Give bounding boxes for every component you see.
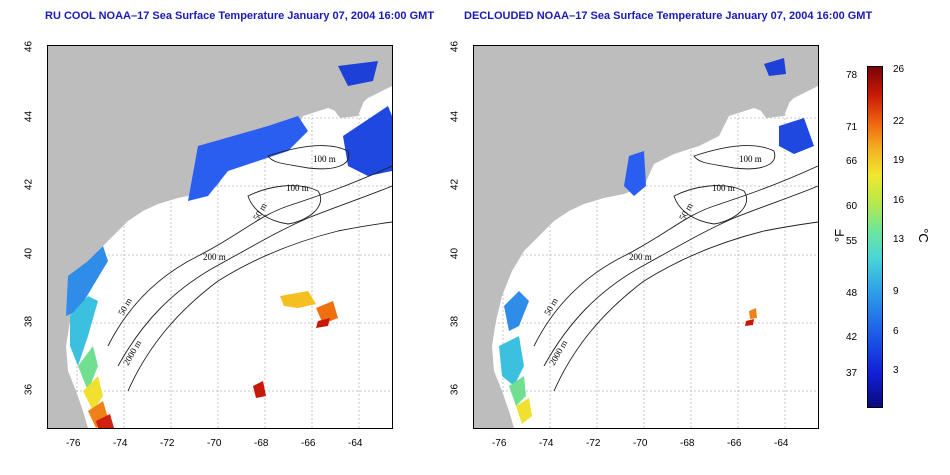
- f-tick-55: 55: [846, 236, 858, 247]
- f-tick-60: 60: [846, 201, 858, 212]
- lon-tick-64: -64: [774, 438, 789, 449]
- lat-tick-46: 46: [449, 40, 461, 53]
- c-tick-26: 26: [893, 64, 905, 75]
- lon-tick-74: -74: [539, 438, 554, 449]
- lon-tick-70: -70: [633, 438, 648, 449]
- lat-tick-44: 44: [23, 110, 35, 123]
- fahrenheit-unit-label: °F: [832, 228, 848, 243]
- lat-tick-42: 42: [23, 178, 35, 191]
- lon-tick-64: -64: [348, 438, 363, 449]
- left-land-nova-scotia: [330, 86, 366, 118]
- c-tick-3: 3: [893, 365, 899, 376]
- right-contours: [533, 145, 818, 392]
- celsius-unit-label: °C: [915, 228, 931, 243]
- contour-label-100m-a: 100 m: [739, 154, 762, 164]
- contour-label-200m: 200 m: [629, 252, 652, 262]
- f-tick-42: 42: [846, 332, 858, 343]
- right-land-nova-scotia: [756, 86, 792, 118]
- c-tick-19: 19: [893, 155, 905, 166]
- contour-label-2000m: 2000 m: [121, 338, 143, 367]
- c-tick-9: 9: [893, 286, 899, 297]
- contour-label-50m-b: 50 m: [116, 296, 134, 317]
- lon-tick-72: -72: [586, 438, 601, 449]
- lat-tick-36: 36: [23, 383, 35, 396]
- lat-tick-40: 40: [449, 247, 461, 260]
- lon-tick-74: -74: [113, 438, 128, 449]
- f-tick-48: 48: [846, 288, 858, 299]
- lat-tick-38: 38: [23, 315, 35, 328]
- left-contours: [107, 145, 392, 392]
- lat-tick-40: 40: [23, 247, 35, 260]
- c-tick-6: 6: [893, 326, 899, 337]
- contour-label-2000m: 2000 m: [547, 338, 569, 367]
- lon-tick-68: -68: [254, 438, 269, 449]
- lon-tick-70: -70: [207, 438, 222, 449]
- contour-label-100m-b: 100 m: [712, 183, 735, 193]
- left-map-title: RU COOL NOAA–17 Sea Surface Temperature …: [45, 10, 435, 22]
- c-tick-16: 16: [893, 195, 905, 206]
- lat-tick-44: 44: [449, 110, 461, 123]
- left-sst-patches: [66, 61, 392, 428]
- left-sst-map: 100 m 100 m 50 m 200 m 50 m 2000 m: [47, 45, 393, 429]
- lon-tick-66: -66: [727, 438, 742, 449]
- temperature-colorbar: [867, 66, 883, 408]
- lon-tick-72: -72: [160, 438, 175, 449]
- f-tick-66: 66: [846, 156, 858, 167]
- lat-tick-42: 42: [449, 178, 461, 191]
- right-map-title: DECLOUDED NOAA–17 Sea Surface Temperatur…: [464, 10, 873, 22]
- right-map-canvas: 100 m 100 m 50 m 200 m 50 m 2000 m: [474, 46, 818, 428]
- left-map-canvas: 100 m 100 m 50 m 200 m 50 m 2000 m: [48, 46, 392, 428]
- lon-tick-76: -76: [66, 438, 81, 449]
- contour-label-50m-b: 50 m: [542, 296, 560, 317]
- contour-label-100m-a: 100 m: [313, 154, 336, 164]
- lat-tick-36: 36: [449, 383, 461, 396]
- right-sst-map: 100 m 100 m 50 m 200 m 50 m 2000 m: [473, 45, 819, 429]
- f-tick-78: 78: [846, 70, 858, 81]
- contour-label-200m: 200 m: [203, 252, 226, 262]
- contour-label-50m-a: 50 m: [677, 201, 695, 222]
- c-tick-22: 22: [893, 116, 905, 127]
- c-tick-13: 13: [893, 234, 905, 245]
- f-tick-71: 71: [846, 122, 858, 133]
- contour-label-50m-a: 50 m: [251, 201, 269, 222]
- lon-tick-68: -68: [680, 438, 695, 449]
- lon-tick-66: -66: [301, 438, 316, 449]
- right-sst-patches: [499, 58, 814, 424]
- lon-tick-76: -76: [492, 438, 507, 449]
- contour-label-100m-b: 100 m: [286, 183, 309, 193]
- lat-tick-38: 38: [449, 315, 461, 328]
- right-land: [474, 46, 818, 428]
- lat-tick-46: 46: [23, 40, 35, 53]
- f-tick-37: 37: [846, 368, 858, 379]
- left-land: [48, 46, 392, 428]
